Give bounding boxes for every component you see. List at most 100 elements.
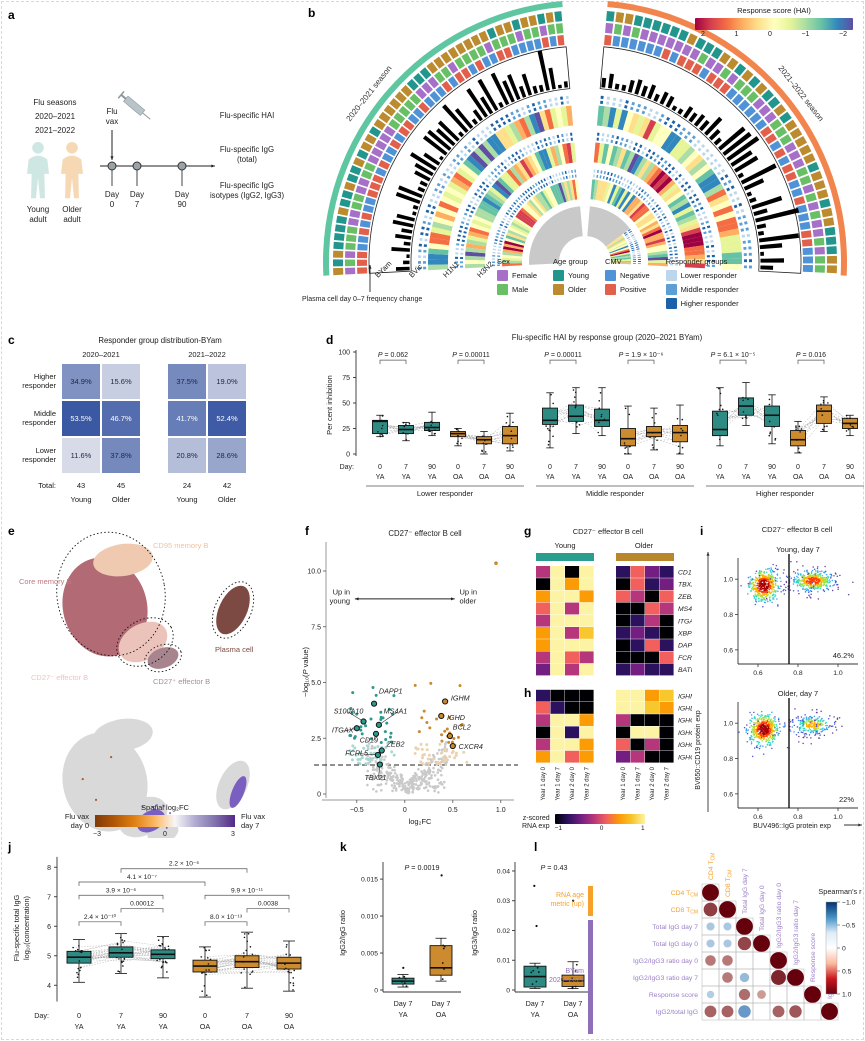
panel-d-hai-boxplots: Flu-specific HAI by response group (2020… (325, 333, 864, 498)
svg-text:50: 50 (342, 401, 350, 408)
legend-title: Sex (497, 257, 510, 266)
svg-text:OA: OA (284, 1022, 295, 1031)
svg-text:90: 90 (598, 464, 606, 471)
legend-swatch (497, 270, 508, 281)
svg-text:0.010: 0.010 (361, 914, 378, 921)
gene-point (446, 732, 454, 740)
box (502, 412, 518, 452)
significance-bracket (549, 359, 577, 365)
svg-text:Flu: Flu (106, 107, 117, 116)
table-cell: 46.7% (102, 401, 140, 436)
legend-swatch (605, 284, 617, 295)
svg-text:DAPP1: DAPP1 (678, 643, 692, 650)
svg-text:1.0: 1.0 (833, 814, 843, 821)
svg-text:CD27⁻ effector B cell: CD27⁻ effector B cell (762, 525, 833, 534)
corr-circle (719, 901, 736, 918)
legend-swatch (665, 270, 677, 281)
svg-text:2021–2022: 2021–2022 (35, 126, 76, 135)
outlier-point (533, 884, 536, 887)
svg-text:YA: YA (768, 474, 777, 481)
heatmap-cell (550, 602, 565, 615)
svg-text:Day 7: Day 7 (394, 999, 413, 1008)
heatmap-cell (565, 714, 580, 726)
heatmap-cell (579, 750, 594, 763)
legend-label: Positive (620, 285, 647, 294)
svg-text:OA: OA (845, 474, 855, 481)
svg-text:YA: YA (742, 474, 751, 481)
box (594, 387, 610, 437)
heatmap-cell (565, 702, 580, 714)
panel-letter-k: k (340, 840, 347, 854)
panel-j-igg-boxplots: Flu-specific total IgG log₁₀(concentratio… (12, 856, 302, 1031)
significance-bracket (627, 359, 655, 365)
svg-text:OA: OA (505, 474, 515, 481)
response-tick: 1 (734, 31, 739, 38)
p-value-label: P = 0.0019 (405, 863, 440, 872)
heatmap-cell (630, 663, 645, 676)
svg-text:CD27⁺ effector B: CD27⁺ effector B (153, 677, 210, 686)
corr-circle (804, 986, 821, 1003)
zscore-colorbar-label: z-scored RNA exp (522, 814, 550, 830)
legend-swatch (605, 270, 617, 281)
heatmap-cell (550, 566, 565, 578)
heatmap-cell (645, 590, 660, 603)
significance-bracket (379, 359, 407, 365)
heatmap-cell (659, 689, 674, 702)
heatmap-cell (616, 663, 631, 676)
svg-text:Young: Young (27, 205, 49, 214)
legend-label: Older (568, 285, 587, 294)
svg-text:OA: OA (623, 474, 633, 481)
heatmap-cell (579, 651, 594, 664)
svg-text:IgG2/IgG ratio: IgG2/IgG ratio (338, 910, 347, 956)
svg-text:5.0: 5.0 (311, 680, 321, 687)
box (738, 382, 754, 426)
svg-text:older: older (460, 596, 477, 605)
svg-text:0: 0 (842, 946, 846, 953)
heatmap-cell (536, 714, 551, 726)
heatmap-cell (550, 578, 565, 590)
box (476, 431, 492, 455)
box (276, 940, 302, 992)
svg-text:0.6: 0.6 (753, 814, 763, 821)
corr-circle (722, 955, 733, 966)
heatmap-cell (550, 750, 565, 763)
panel-letter-e: e (8, 524, 15, 538)
svg-text:7: 7 (822, 464, 826, 471)
umap-cluster (147, 647, 179, 669)
svg-text:0.005: 0.005 (361, 951, 378, 958)
box (542, 392, 558, 449)
timeline-point (107, 161, 117, 171)
svg-text:7: 7 (119, 1011, 123, 1020)
umap-cluster (116, 617, 174, 667)
corr-row-label: Total IgG day 0 (652, 941, 698, 948)
svg-text:Day: Day (175, 190, 189, 199)
svg-text:Flu vax: Flu vax (65, 812, 89, 821)
umap-cluster (211, 581, 255, 639)
svg-text:Flu-specific total IgG: Flu-specific total IgG (12, 894, 21, 961)
heatmap-cell (616, 602, 631, 615)
svg-text:BV650::CD19 protein exp: BV650::CD19 protein exp (695, 710, 702, 789)
heatmap-col-label: Year 2 day 0 (650, 766, 656, 800)
svg-text:Lower responder: Lower responder (417, 489, 474, 498)
svg-text:10.0: 10.0 (307, 569, 321, 576)
svg-text:Young, day 7: Young, day 7 (776, 545, 820, 554)
table-cell: 37.8% (102, 438, 140, 473)
heatmap-cell (630, 627, 645, 639)
svg-text:Plasma cell day 0–7 frequency: Plasma cell day 0–7 frequency change (302, 296, 422, 303)
legend-item: Male (497, 284, 537, 295)
heatmap-col-label: Year 1 day 0 (621, 766, 627, 800)
legend-item: Older (553, 284, 589, 295)
legend-item: Middle responder (665, 284, 739, 295)
p-value-label: 9.9 × 10⁻¹¹ (231, 887, 264, 894)
svg-text:90: 90 (676, 464, 684, 471)
svg-text:0: 0 (110, 200, 115, 209)
svg-text:OA: OA (649, 474, 659, 481)
panel-letter-d: d (326, 333, 334, 347)
heatmap-cell (565, 689, 580, 702)
svg-text:Older: Older (635, 541, 654, 550)
legend-label: Female (512, 271, 538, 280)
svg-text:−1.0: −1.0 (842, 900, 856, 907)
total-value: 45 (116, 481, 126, 490)
p-value-label: P = 1.9 × 10⁻⁶ (619, 352, 664, 359)
corr-circle (705, 955, 716, 966)
